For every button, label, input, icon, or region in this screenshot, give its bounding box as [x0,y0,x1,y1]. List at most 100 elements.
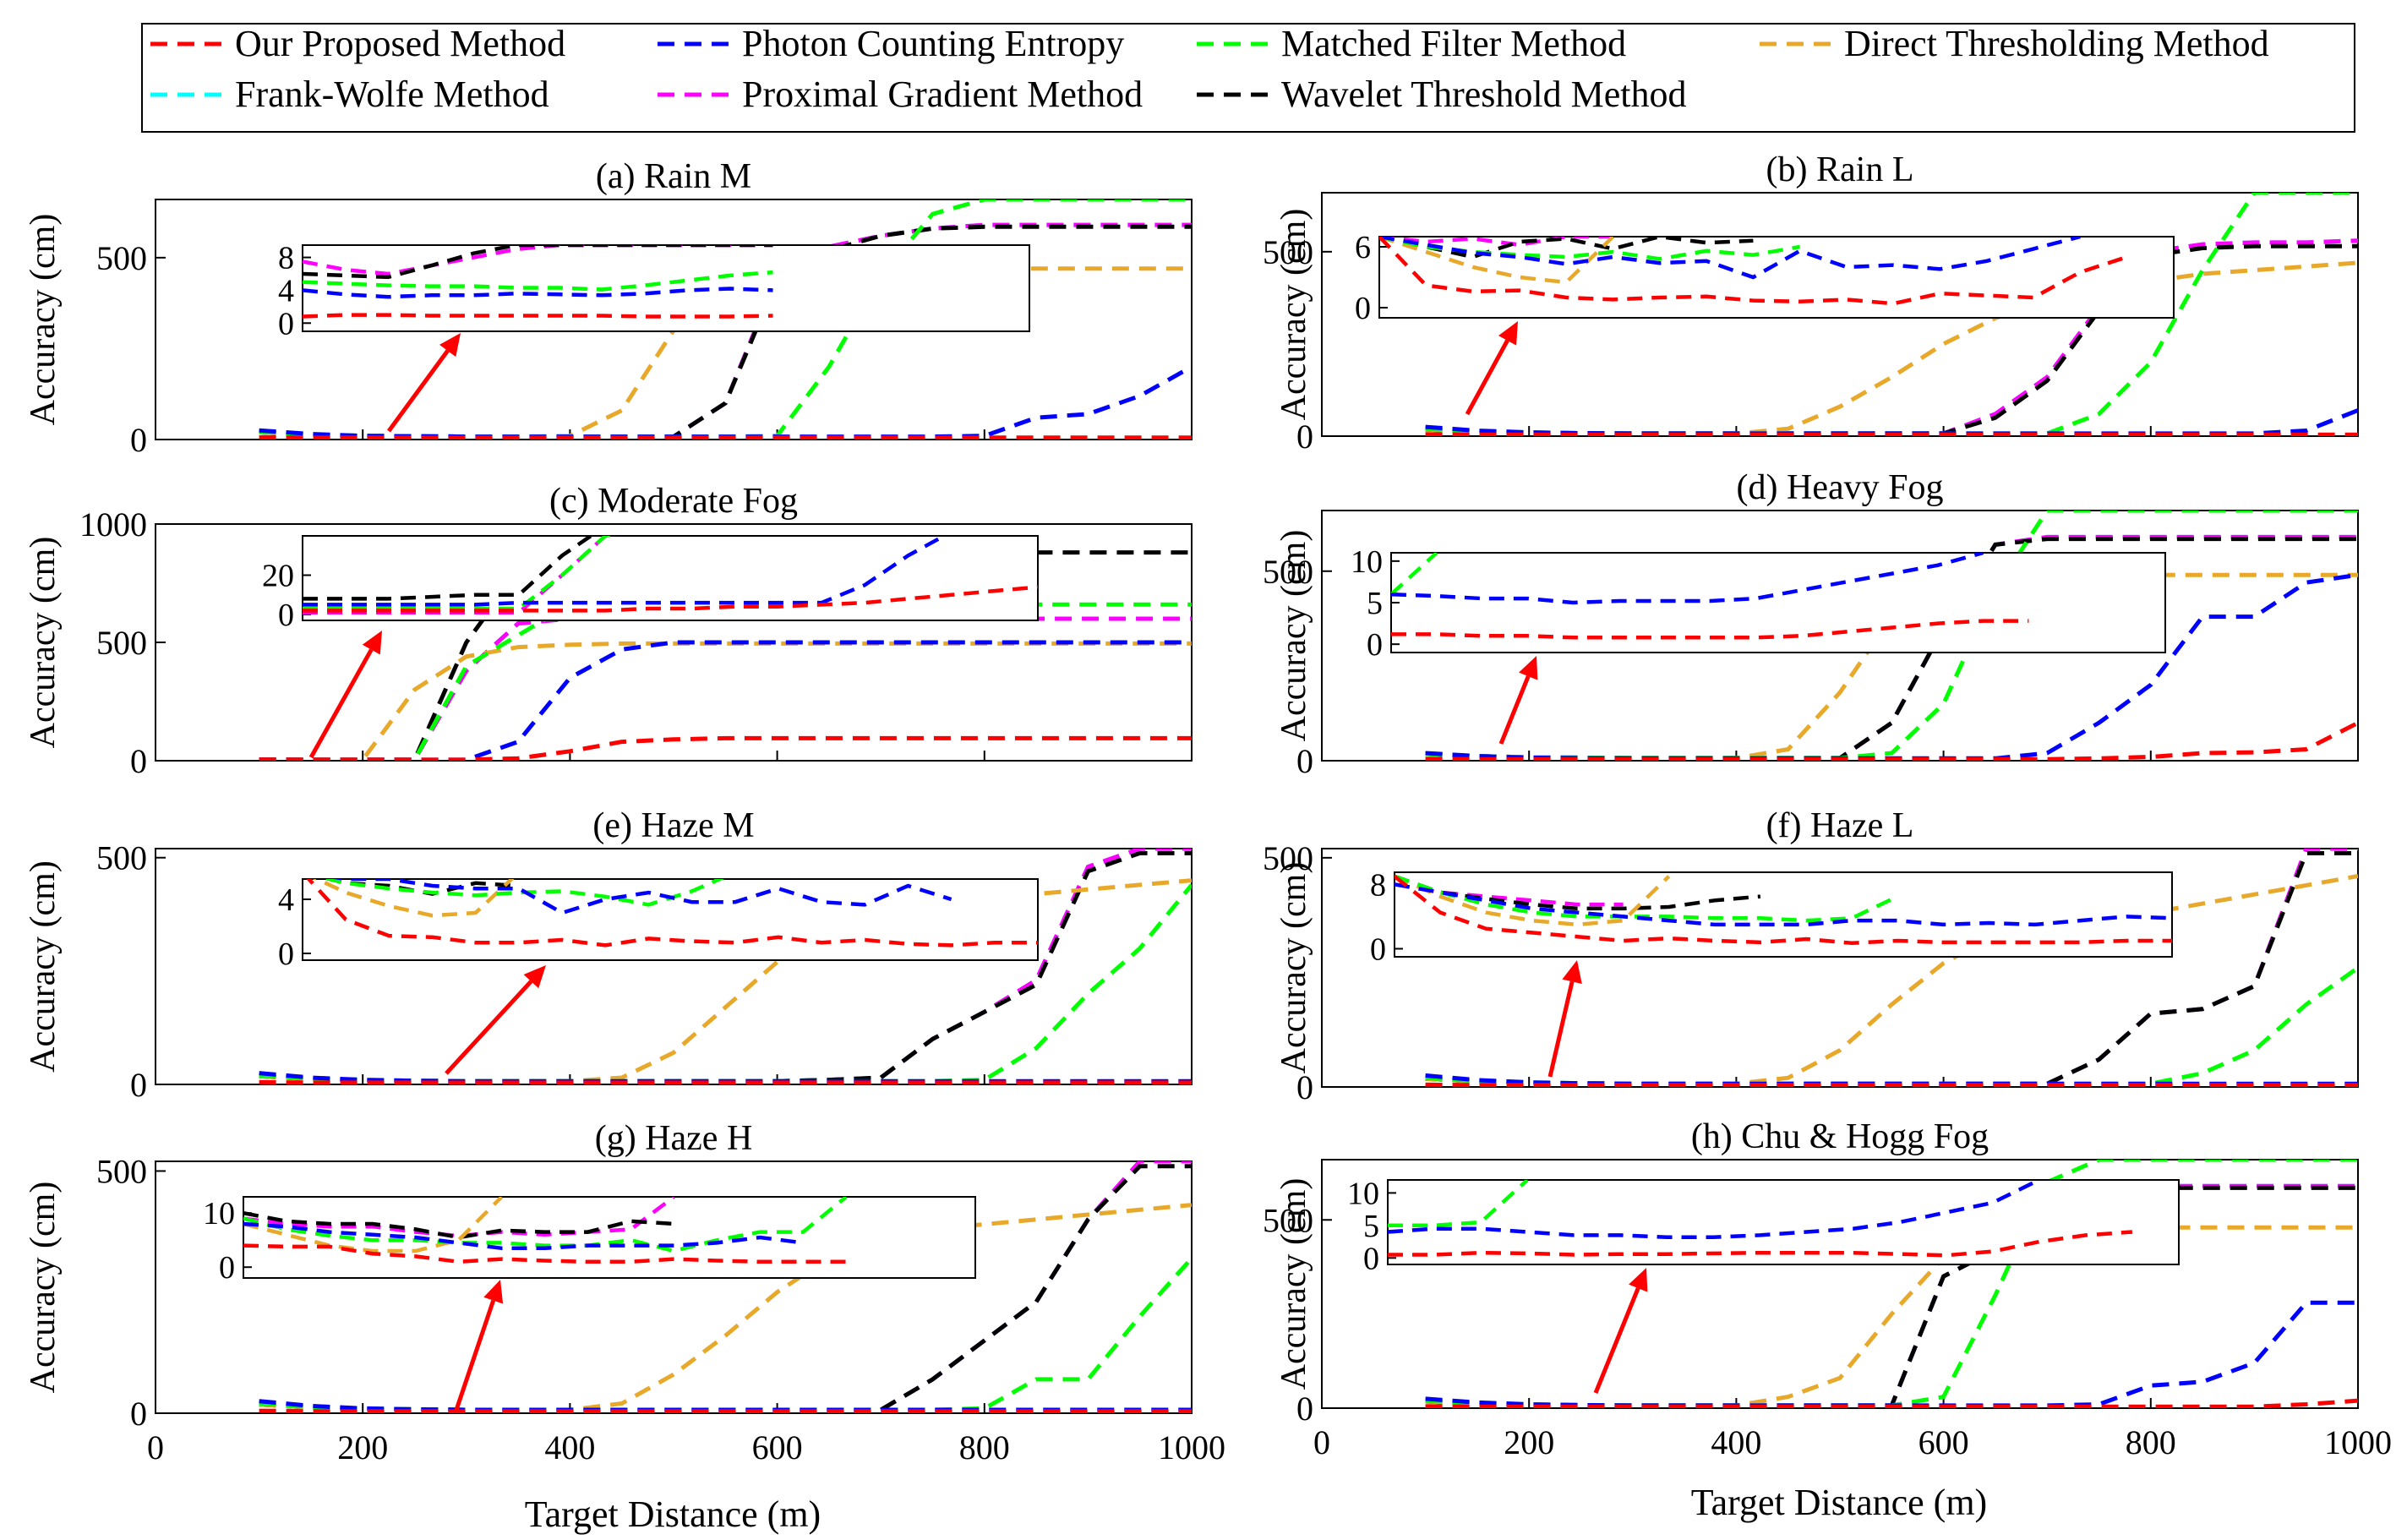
inset-line-matched-filter-method [1388,1180,1529,1228]
legend-item-proximal-gradient-method: Proximal Gradient Method [658,74,1143,115]
series-line-photon-counting-entropy [259,1399,1192,1412]
panel-title: (d) Heavy Fog [1737,468,1944,507]
inset-y-tick-label: 10 [1347,1176,1379,1211]
y-axis-label: Accuracy (cm) [1274,862,1313,1074]
series-line-wavelet-threshold-method [259,224,1192,440]
series-line-direct-thresholding-method [1425,874,2358,1086]
series-line-our-proposed-method [1425,432,2358,436]
inset-y-tick-label: 0 [278,598,294,633]
inset-line-proximal-gradient-method [303,536,614,614]
x-tick-label: 0 [1313,1423,1330,1461]
inset-line-photon-counting-entropy [1391,553,1984,605]
inset-line-wavelet-threshold-method [303,245,773,280]
series-line-matched-filter-method [1425,511,2358,761]
series-line-our-proposed-method [259,1079,1192,1084]
panel-title: (f) Haze L [1766,806,1914,845]
inset-box [302,244,1030,332]
inset-line-direct-thresholding-method [1395,874,1671,927]
legend-label: Frank-Wolfe Method [235,74,549,115]
inset: 0 10 [203,1196,976,1286]
inset-line-matched-filter-method [303,270,773,292]
inset-series-group [1379,237,2128,306]
inset-y-tick-label: 0 [1370,931,1386,967]
series-line-direct-thresholding-method [259,266,1192,440]
inset-box [1390,552,2166,653]
inset-line-proximal-gradient-method [303,245,773,276]
legend-label: Direct Thresholding Method [1844,23,2269,64]
inset-box [1387,1179,2180,1265]
y-axis-label: Accuracy (cm) [1274,1178,1313,1390]
y-tick-label: 500 [96,839,147,877]
inset-line-matched-filter-method [243,1197,848,1253]
series-group [1425,1160,2358,1408]
series-line-matched-filter-method [1425,965,2358,1086]
inset-series-group [303,245,773,319]
inset-box [243,1196,976,1279]
inset-y-tick-label: 8 [278,241,294,276]
inset-line-wavelet-threshold-method [303,536,595,601]
y-tick-label: 0 [1296,742,1313,780]
inset-line-photon-counting-entropy [1388,1180,2040,1239]
panel-title: (e) Haze M [592,806,754,845]
y-tick-label: 500 [1263,553,1313,591]
series-line-direct-thresholding-method [1425,1225,2358,1408]
inset-y-tick-label: 0 [1363,1241,1379,1276]
inset-y-tick-label: 8 [1370,867,1386,903]
inset-line-photon-counting-entropy [1379,237,2081,280]
inset-line-photon-counting-entropy [303,536,948,607]
series-line-photon-counting-entropy [1425,1073,2358,1086]
series-group [1425,193,2358,436]
inset: 020 [262,535,1039,633]
inset-line-our-proposed-method [306,879,1038,947]
legend-label: Our Proposed Method [235,23,565,64]
inset-y-tick-label: 4 [278,273,294,309]
series-group [1425,511,2358,761]
zoom-arrow [1498,656,1538,745]
x-tick-label: 1000 [1158,1428,1225,1466]
series-line-direct-thresholding-method [259,878,1192,1084]
inset-line-our-proposed-method [1388,1230,2133,1258]
series-line-our-proposed-method [1425,1082,2358,1087]
x-tick-label: 400 [1711,1423,1761,1461]
zoom-arrow [454,1280,504,1411]
y-tick-label: 500 [1263,233,1313,271]
x-tick-label: 200 [337,1428,388,1466]
inset-line-matched-filter-method [321,879,725,907]
y-tick-label: 500 [96,239,147,277]
panel-title: (h) Chu & Hogg Fog [1691,1117,1989,1156]
y-tick-label: 0 [130,1066,147,1104]
y-tick-label: 0 [130,1395,147,1433]
inset-y-tick-label: 0 [278,306,294,341]
inset-line-our-proposed-method [303,313,773,319]
y-axis-label: Accuracy (cm) [1274,209,1313,421]
y-tick-label: 0 [130,421,147,459]
legend-item-our-proposed-method: Our Proposed Method [150,23,565,64]
x-tick-label: 200 [1504,1423,1554,1461]
y-tick-label: 500 [1263,839,1313,877]
panel-title: (g) Haze H [595,1119,753,1158]
inset-series-group [1388,1180,2133,1258]
y-tick-label: 0 [1296,1390,1313,1428]
series-line-our-proposed-method [1425,720,2358,761]
inset: 04 [278,878,1039,972]
y-tick-label: 500 [96,1152,147,1190]
legend-label: Matched Filter Method [1281,23,1626,64]
inset-y-tick-label: 0 [278,937,294,972]
inset-y-tick-label: 5 [1363,1209,1379,1244]
x-axis-label-left: Target Distance (m) [525,1494,821,1535]
panel-g-haze-h: (g) Haze H 0 500 0 200 400 600 800 1000 Accuracy … [24,1119,1225,1466]
x-tick-label: 600 [752,1428,803,1466]
legend-item-wavelet-threshold-method: Wavelet Threshold Method [1197,74,1687,115]
inset-y-tick-label: 0 [1367,627,1383,663]
y-axis-label: Accuracy (cm) [24,860,63,1073]
inset: 048 [278,241,1030,341]
inset-line-our-proposed-method [1391,619,2029,640]
inset-y-tick-label: 10 [203,1196,235,1231]
inset-line-direct-thresholding-method [1379,237,1615,285]
legend-label: Wavelet Threshold Method [1281,74,1687,115]
zoom-arrow [445,965,546,1075]
